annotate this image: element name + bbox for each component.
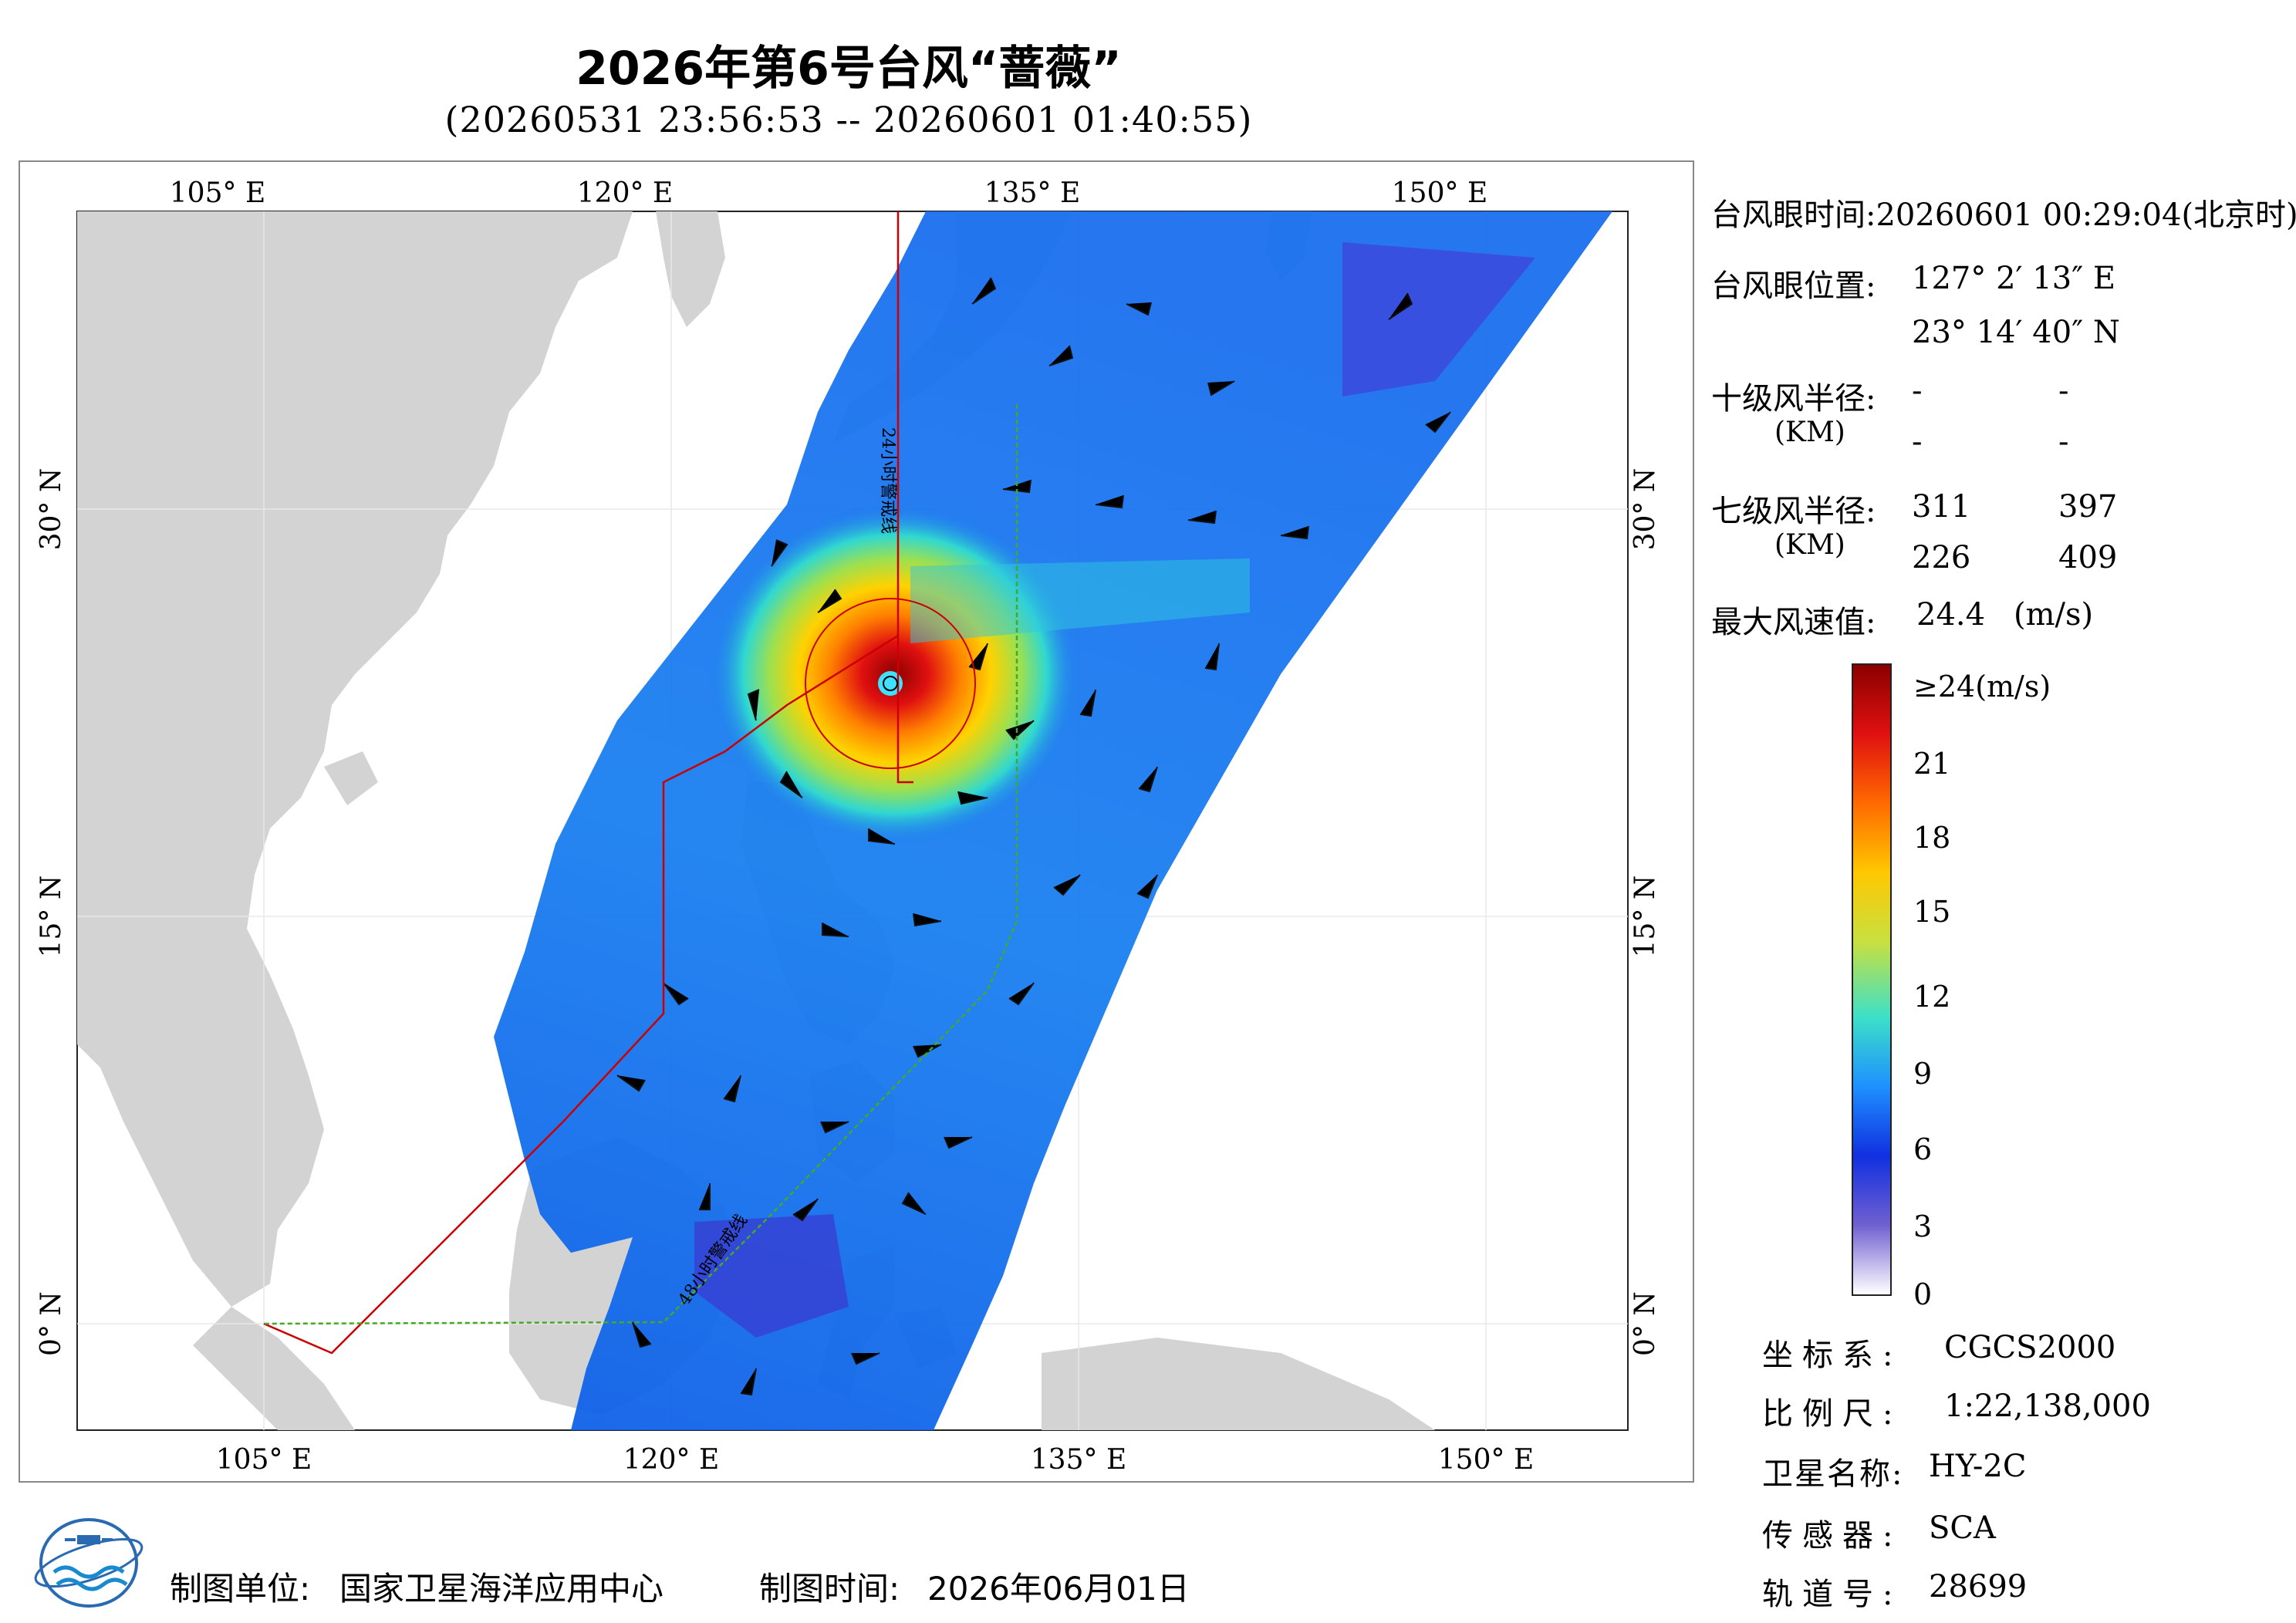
r10-value-sw: -	[1912, 424, 1923, 460]
lat-label-right-15: 15° N	[1629, 876, 1661, 958]
orbit-value: 28699	[1929, 1569, 2028, 1604]
map-date-value: 2026年06月01日	[927, 1570, 1190, 1608]
eye-time-label: 台风眼时间:	[1711, 197, 1876, 233]
lat-label-left-0: 0° N	[35, 1291, 67, 1356]
eye-pos-label: 台风眼位置:	[1711, 268, 1876, 304]
r10-label: 十级风半径:	[1711, 381, 1876, 417]
orbit-label: 轨道号:	[1762, 1577, 1903, 1612]
lat-label-left-15: 15° N	[35, 876, 67, 958]
colorbar-tick-12: 12	[1913, 980, 1951, 1014]
observation-period: (20260531 23:56:53 -- 20260601 01:40:55)	[444, 99, 1253, 140]
producer-label: 制图单位:	[170, 1570, 311, 1608]
r10-value-ne: -	[1912, 373, 1923, 409]
eye-lon-value: 127° 2′ 13″ E	[1912, 261, 2116, 296]
lat-label-right-0: 0° N	[1629, 1291, 1661, 1356]
r7-value-nw: 409	[2058, 540, 2118, 575]
lat-label-right-30: 30° N	[1629, 468, 1661, 551]
page-title: 2026年第6号台风“蔷薇”	[576, 42, 1122, 96]
r7-value-sw: 226	[1912, 540, 1971, 575]
colorbar-tick-9: 9	[1913, 1057, 1933, 1091]
lon-label-top-120: 120° E	[577, 177, 673, 209]
satellite-value: HY-2C	[1929, 1449, 2027, 1484]
r10-value-se: -	[2058, 373, 2069, 409]
lon-label-bottom-150: 150° E	[1438, 1444, 1534, 1476]
colorbar-tick-21: 21	[1913, 747, 1951, 781]
eye-time-row: 台风眼时间:20260601 00:29:04(北京时)	[1711, 190, 2296, 235]
wind-barbs	[616, 277, 1451, 1396]
warning-line-24h-south	[263, 634, 899, 1355]
scale-value: 1:22,138,000	[1944, 1388, 2151, 1424]
r10-value-nw: -	[2058, 424, 2069, 460]
lon-label-bottom-135: 135° E	[1031, 1444, 1126, 1476]
wind-field-map[interactable]: 24小时警戒线 48小时警戒线 105° E 120° E 135° E 150…	[20, 162, 1693, 1481]
sensor-label: 传感器:	[1762, 1518, 1903, 1554]
nsoas-logo	[34, 1518, 144, 1608]
crs-value: CGCS2000	[1944, 1330, 2116, 1365]
lon-label-bottom-120: 120° E	[623, 1444, 719, 1476]
colorbar-tick-3: 3	[1913, 1210, 1933, 1243]
eye-time-value: 20260601 00:29:04(北京时)	[1876, 197, 2296, 233]
r7-value-se: 397	[2058, 489, 2118, 525]
colorbar-tick-15: 15	[1913, 895, 1951, 929]
lon-label-top-135: 135° E	[984, 177, 1080, 209]
lat-label-left-30: 30° N	[35, 468, 67, 551]
max-wind-label: 最大风速值:	[1711, 605, 1876, 640]
warning-line-24h	[896, 211, 913, 784]
colorbar-tick-0: 0	[1913, 1277, 1933, 1311]
eye-lat-value: 23° 14′ 40″ N	[1912, 315, 2120, 350]
r7-value-ne: 311	[1912, 489, 1971, 525]
colorbar-tick-6: 6	[1913, 1132, 1933, 1166]
satellite-label: 卫星名称:	[1762, 1456, 1904, 1492]
label-24h-line: 24小时警戒线	[878, 427, 897, 534]
r7-label: 七级风半径:	[1711, 494, 1876, 529]
colorbar-tick-18: 18	[1913, 821, 1951, 855]
max-wind-unit: (m/s)	[2014, 597, 2094, 633]
wind-swath	[494, 211, 1612, 1430]
lon-label-top-150: 150° E	[1392, 177, 1487, 209]
lon-label-bottom-105: 105° E	[216, 1444, 312, 1476]
colorbar-tick-24: ≥24(m/s)	[1913, 670, 2051, 704]
producer-value: 国家卫星海洋应用中心	[339, 1570, 664, 1608]
crs-label: 坐标系:	[1762, 1338, 1903, 1373]
r10-unit: (KM)	[1774, 417, 1845, 448]
typhoon-eye-marker[interactable]	[883, 676, 898, 691]
gale-radius-circle	[805, 598, 976, 769]
lon-label-top-105: 105° E	[170, 177, 265, 209]
map-frame: 24小时警戒线 48小时警戒线 105° E 120° E 135° E 150…	[19, 160, 1694, 1483]
scale-label: 比例尺:	[1762, 1396, 1903, 1432]
max-wind-value: 24.4	[1916, 597, 1986, 633]
map-date-label: 制图时间:	[759, 1570, 900, 1608]
warning-line-48h	[263, 404, 1018, 1325]
r7-unit: (KM)	[1774, 529, 1845, 561]
wind-speed-colorbar	[1852, 663, 1892, 1296]
sensor-value: SCA	[1929, 1510, 1996, 1546]
